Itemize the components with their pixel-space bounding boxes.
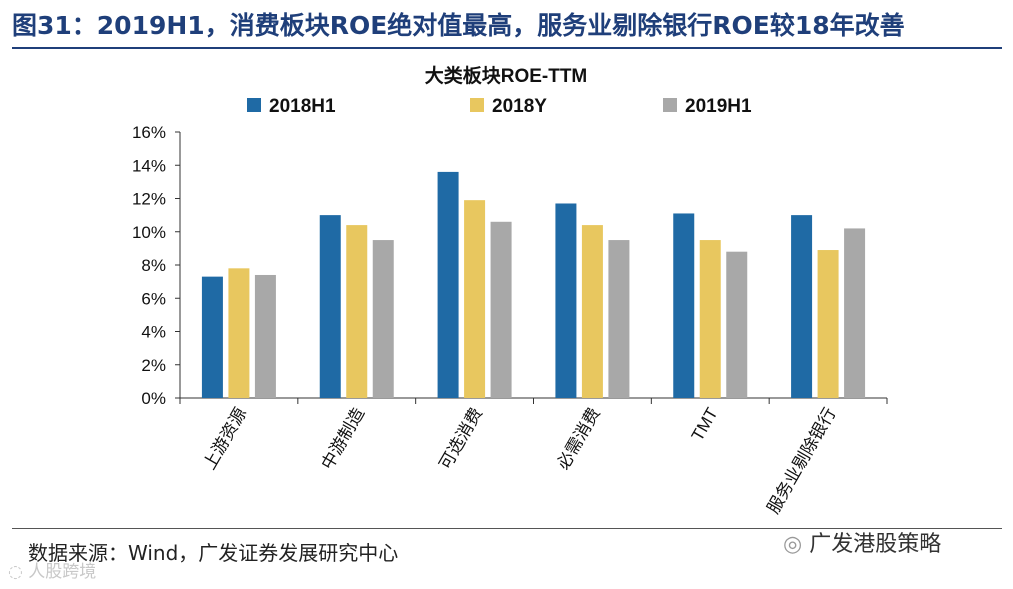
bar: [490, 221, 512, 398]
x-axis: 上游资源 中游制造 可选消费 必需消费 TMT 服务业剔除银行: [179, 397, 888, 518]
bar: [555, 203, 577, 398]
bars: [201, 171, 866, 398]
x-tick-label: 必需消费: [553, 405, 603, 473]
bar: [201, 276, 223, 398]
y-tick-label: 2%: [141, 356, 166, 375]
bar: [791, 215, 813, 398]
bar: [817, 250, 839, 398]
x-tick-label: 中游制造: [318, 405, 368, 473]
figure-title: 图31：2019H1，消费板块ROE绝对值最高，服务业剔除银行ROE较18年改善: [12, 11, 905, 40]
bar: [608, 240, 630, 398]
wechat-icon: ◎: [783, 532, 803, 557]
watermark-left-text: 人股跨境: [28, 562, 97, 582]
x-tick-label: TMT: [688, 405, 722, 445]
bar: [372, 240, 394, 398]
bar: [726, 251, 748, 398]
y-tick-label: 10%: [132, 223, 166, 242]
footer-divider: [12, 528, 1002, 529]
bar: [699, 240, 721, 398]
x-tick-label: 可选消费: [436, 405, 486, 473]
chart-title: 大类板块ROE-TTM: [425, 64, 588, 87]
y-tick-label: 0%: [141, 389, 166, 408]
bar: [844, 228, 866, 398]
bar: [346, 225, 368, 398]
watermark-logo-icon: ◌: [8, 562, 23, 582]
legend-label: 2018H1: [269, 96, 336, 117]
watermark-corner: ◌ 人股跨境: [8, 560, 96, 584]
y-tick-label: 4%: [141, 323, 166, 342]
title-divider: [12, 47, 1002, 49]
y-tick-label: 12%: [132, 190, 166, 209]
y-tick-label: 6%: [141, 289, 166, 308]
source-note: 数据来源：Wind，广发证券发展研究中心: [28, 541, 399, 565]
legend-swatch: [247, 98, 261, 112]
y-tick-label: 8%: [141, 256, 166, 275]
bar: [254, 274, 276, 398]
bar: [673, 213, 695, 398]
bar: [464, 200, 486, 398]
x-tick-label: 上游资源: [200, 405, 250, 473]
y-axis: 0% 2% 4% 6% 8% 10% 12% 14% 16%: [132, 123, 181, 408]
watermark-right-text: 广发港股策略: [809, 532, 942, 557]
watermark-wechat: ◎ 广发港股策略: [783, 530, 941, 560]
y-tick-label: 16%: [132, 123, 166, 142]
legend-label: 2019H1: [685, 96, 752, 117]
legend-swatch: [663, 98, 677, 112]
y-tick-label: 14%: [132, 156, 166, 175]
legend-swatch: [470, 98, 484, 112]
legend: 2018H1 2018Y 2019H1: [247, 96, 752, 117]
x-tick-label: 服务业剔除银行: [764, 405, 840, 518]
bar: [228, 268, 250, 398]
bar: [437, 171, 459, 398]
bar: [319, 215, 341, 398]
legend-label: 2018Y: [492, 96, 547, 117]
bar: [581, 225, 603, 398]
